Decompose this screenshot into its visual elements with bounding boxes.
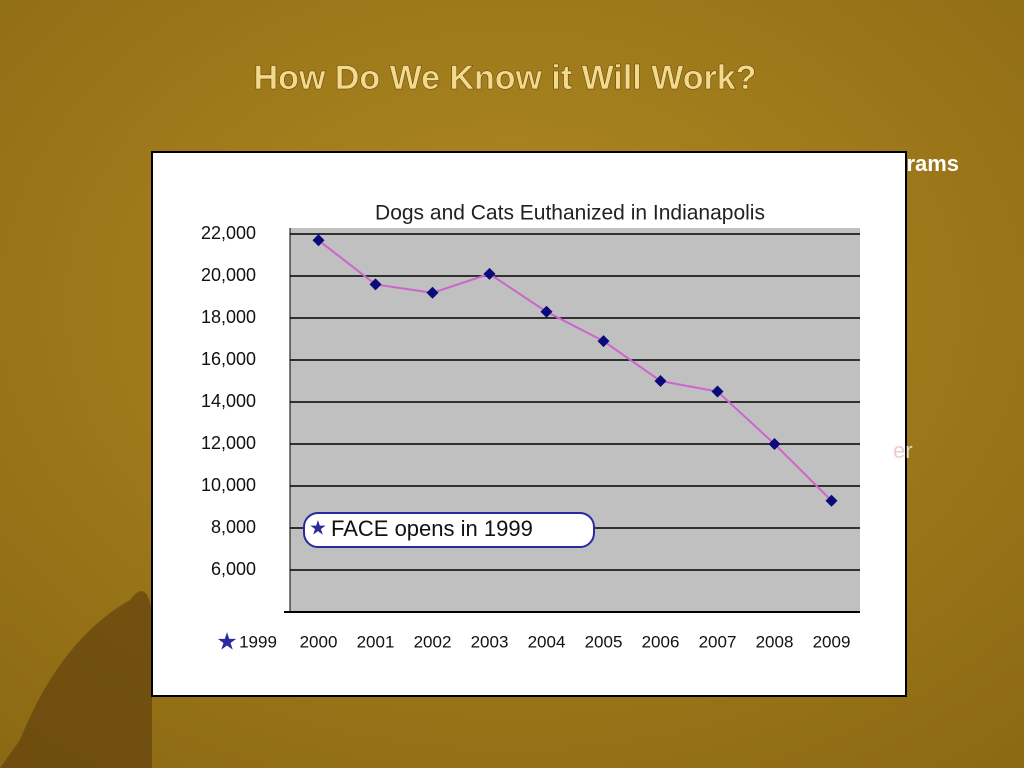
slide-title: How Do We Know it Will Work?: [254, 59, 757, 97]
y-tick-label: 14,000: [201, 391, 256, 411]
y-tick-label: 18,000: [201, 307, 256, 327]
x-tick-label: 2007: [699, 632, 737, 651]
y-tick-label: 22,000: [201, 223, 256, 243]
x-tick-label: 2006: [642, 632, 680, 651]
slide-fragment: grams: [893, 151, 959, 176]
data-line: [317, 239, 833, 502]
annotation: FACE opens in 1999: [331, 516, 533, 541]
chart: Dogs and Cats Euthanized in Indianapolis…: [201, 202, 860, 655]
y-tick-label: 12,000: [201, 433, 256, 453]
annotation-box: [303, 512, 595, 548]
x-tick-label: 2003: [471, 632, 509, 651]
data-marker: [654, 375, 667, 387]
y-tick-label: 16,000: [201, 349, 256, 369]
x-tick-label: 2001: [357, 632, 395, 651]
dog-image: [0, 591, 154, 768]
x-tick-label: 2008: [756, 632, 794, 651]
x-tick-label: 2000: [300, 632, 338, 651]
x-tick-label: 2004: [528, 632, 566, 651]
chart-title: Dogs and Cats Euthanized in Indianapolis: [375, 202, 765, 225]
data-marker: [597, 335, 610, 348]
data-marker: [483, 267, 496, 280]
x-tick-label: 2009: [813, 632, 851, 651]
y-tick-label: 8,000: [211, 517, 256, 537]
data-marker: [426, 286, 439, 299]
star: ★: [309, 517, 327, 539]
star: ★: [216, 628, 238, 655]
x-note: 1999: [239, 632, 277, 651]
data-marker: [825, 494, 838, 507]
data-marker: [312, 234, 325, 247]
data-marker: [768, 438, 781, 450]
y-tick-label: 20,000: [201, 265, 256, 285]
y-tick-label: 10,000: [201, 475, 256, 495]
data-marker: [369, 278, 382, 291]
y-tick-label: 6,000: [211, 559, 256, 579]
data-marker: [540, 305, 553, 318]
x-tick-label: 2005: [585, 632, 623, 651]
slide-fragment: er: [893, 438, 913, 463]
data-marker: [711, 385, 724, 398]
x-tick-label: 2002: [414, 632, 452, 651]
